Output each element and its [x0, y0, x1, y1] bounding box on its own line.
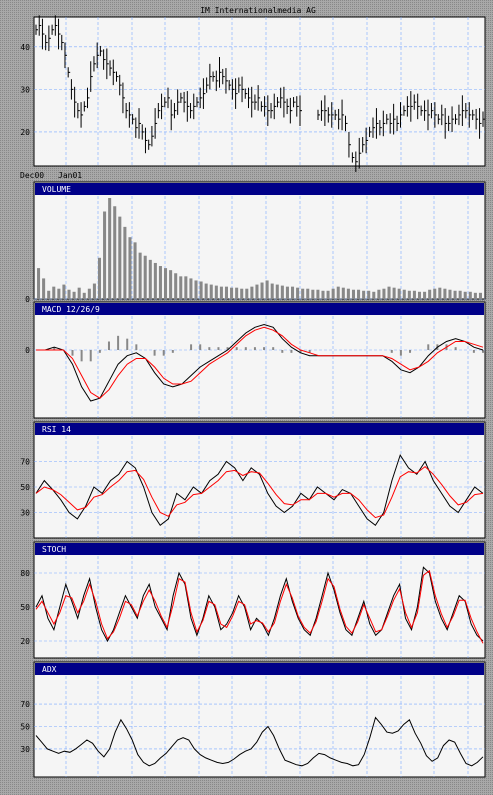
series-line-rsi-1 — [35, 465, 484, 519]
y-tick-label-adx-1: 50 — [20, 723, 30, 732]
series-line-stoch-1 — [35, 569, 484, 644]
chart-title: IM Internationalmedia AG — [200, 6, 316, 15]
panel-frame-stoch — [33, 541, 486, 659]
panel-title-volume: VOLUME — [42, 185, 71, 194]
y-tick-label-volume-0: 0 — [25, 295, 30, 304]
panel-header-stoch — [35, 543, 484, 555]
y-tick-label-adx-0: 30 — [20, 745, 30, 754]
chart-panels: 20 30 40 VOLUME 0 MACD 12/26/9 0 RSI 14 30 50 70 ST… — [20, 15, 486, 778]
panel-stoch: STOCH 20 50 80 — [20, 541, 486, 659]
y-tick-label-rsi-2: 70 — [20, 458, 30, 467]
panel-frame-volume — [33, 181, 486, 300]
y-tick-label-adx-2: 70 — [20, 700, 30, 709]
panel-header-rsi — [35, 423, 484, 435]
panel-header-macd — [35, 303, 484, 315]
panel-title-rsi: RSI 14 — [42, 425, 71, 434]
x-start-label-1: Jan01 — [58, 171, 82, 180]
series-line-macd-1 — [36, 326, 484, 399]
y-tick-label-rsi-1: 50 — [20, 483, 30, 492]
series-line-macd-0 — [36, 323, 484, 402]
panel-header-adx — [35, 663, 484, 675]
panel-title-macd: MACD 12/26/9 — [42, 305, 100, 314]
panel-rsi: RSI 14 30 50 70 — [20, 421, 486, 539]
panel-adx: ADX 30 50 70 — [20, 661, 486, 778]
panel-frame-price — [33, 16, 486, 167]
panel-frame-adx — [33, 661, 486, 778]
y-tick-label-price-2: 40 — [20, 43, 30, 52]
series-line-rsi-0 — [35, 453, 484, 527]
series-line-adx-0 — [35, 716, 484, 767]
panel-macd: MACD 12/26/9 0 — [25, 301, 486, 419]
y-tick-label-stoch-2: 80 — [20, 569, 30, 578]
x-start-label-0: Dec00 — [20, 171, 44, 180]
y-tick-label-stoch-0: 20 — [20, 637, 30, 646]
y-tick-label-price-0: 20 — [20, 128, 30, 137]
panel-price: 20 30 40 — [20, 15, 486, 172]
y-tick-label-rsi-0: 30 — [20, 509, 30, 518]
panel-title-stoch: STOCH — [42, 545, 66, 554]
panel-volume: VOLUME 0 — [25, 181, 486, 304]
panel-frame-rsi — [33, 421, 486, 539]
panel-header-volume — [35, 183, 484, 195]
y-tick-label-macd-0: 0 — [25, 346, 30, 355]
y-tick-label-price-1: 30 — [20, 85, 30, 94]
panel-title-adx: ADX — [42, 665, 57, 674]
panel-frame-macd — [33, 301, 486, 419]
y-tick-label-stoch-1: 50 — [20, 603, 30, 612]
